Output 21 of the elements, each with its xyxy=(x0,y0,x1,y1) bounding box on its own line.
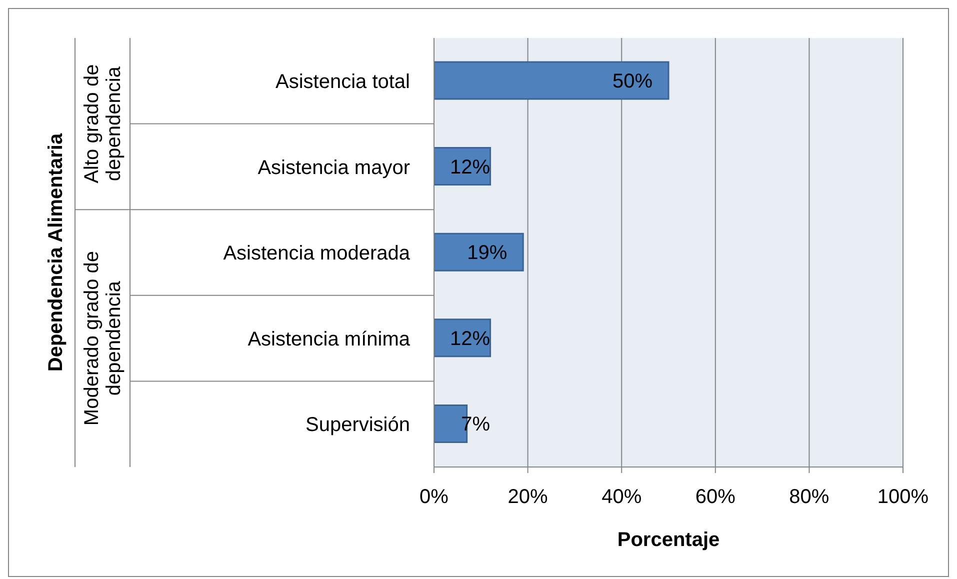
bar xyxy=(434,61,670,100)
x-axis-title: Porcentaje xyxy=(617,529,720,551)
y-tick-label: Asistencia moderada xyxy=(223,242,411,265)
y-tick-label: Supervisión xyxy=(305,414,410,436)
text: Moderado grado de dependencia xyxy=(81,251,125,426)
x-tick-label: 60% xyxy=(695,486,736,508)
y-tick-label: Asistencia mayor xyxy=(258,156,410,179)
x-tick-label: 40% xyxy=(602,486,642,508)
text: Alto grado de dependencia xyxy=(81,64,125,184)
x-tick-label: 20% xyxy=(508,486,548,508)
y-tick-label: Asistencia mínima xyxy=(248,328,411,350)
text: Dependencia Alimentaria xyxy=(45,132,67,372)
data-label: 50% xyxy=(612,70,653,92)
bar xyxy=(434,232,524,272)
data-label: 12% xyxy=(450,156,490,178)
x-tick-label: 80% xyxy=(789,486,830,508)
x-tick-label: 100% xyxy=(877,486,929,508)
data-label: 19% xyxy=(467,242,508,264)
x-tick-label: 0% xyxy=(420,486,449,508)
data-label: 12% xyxy=(450,328,490,350)
y-tick-label: Asistencia total xyxy=(275,71,410,93)
